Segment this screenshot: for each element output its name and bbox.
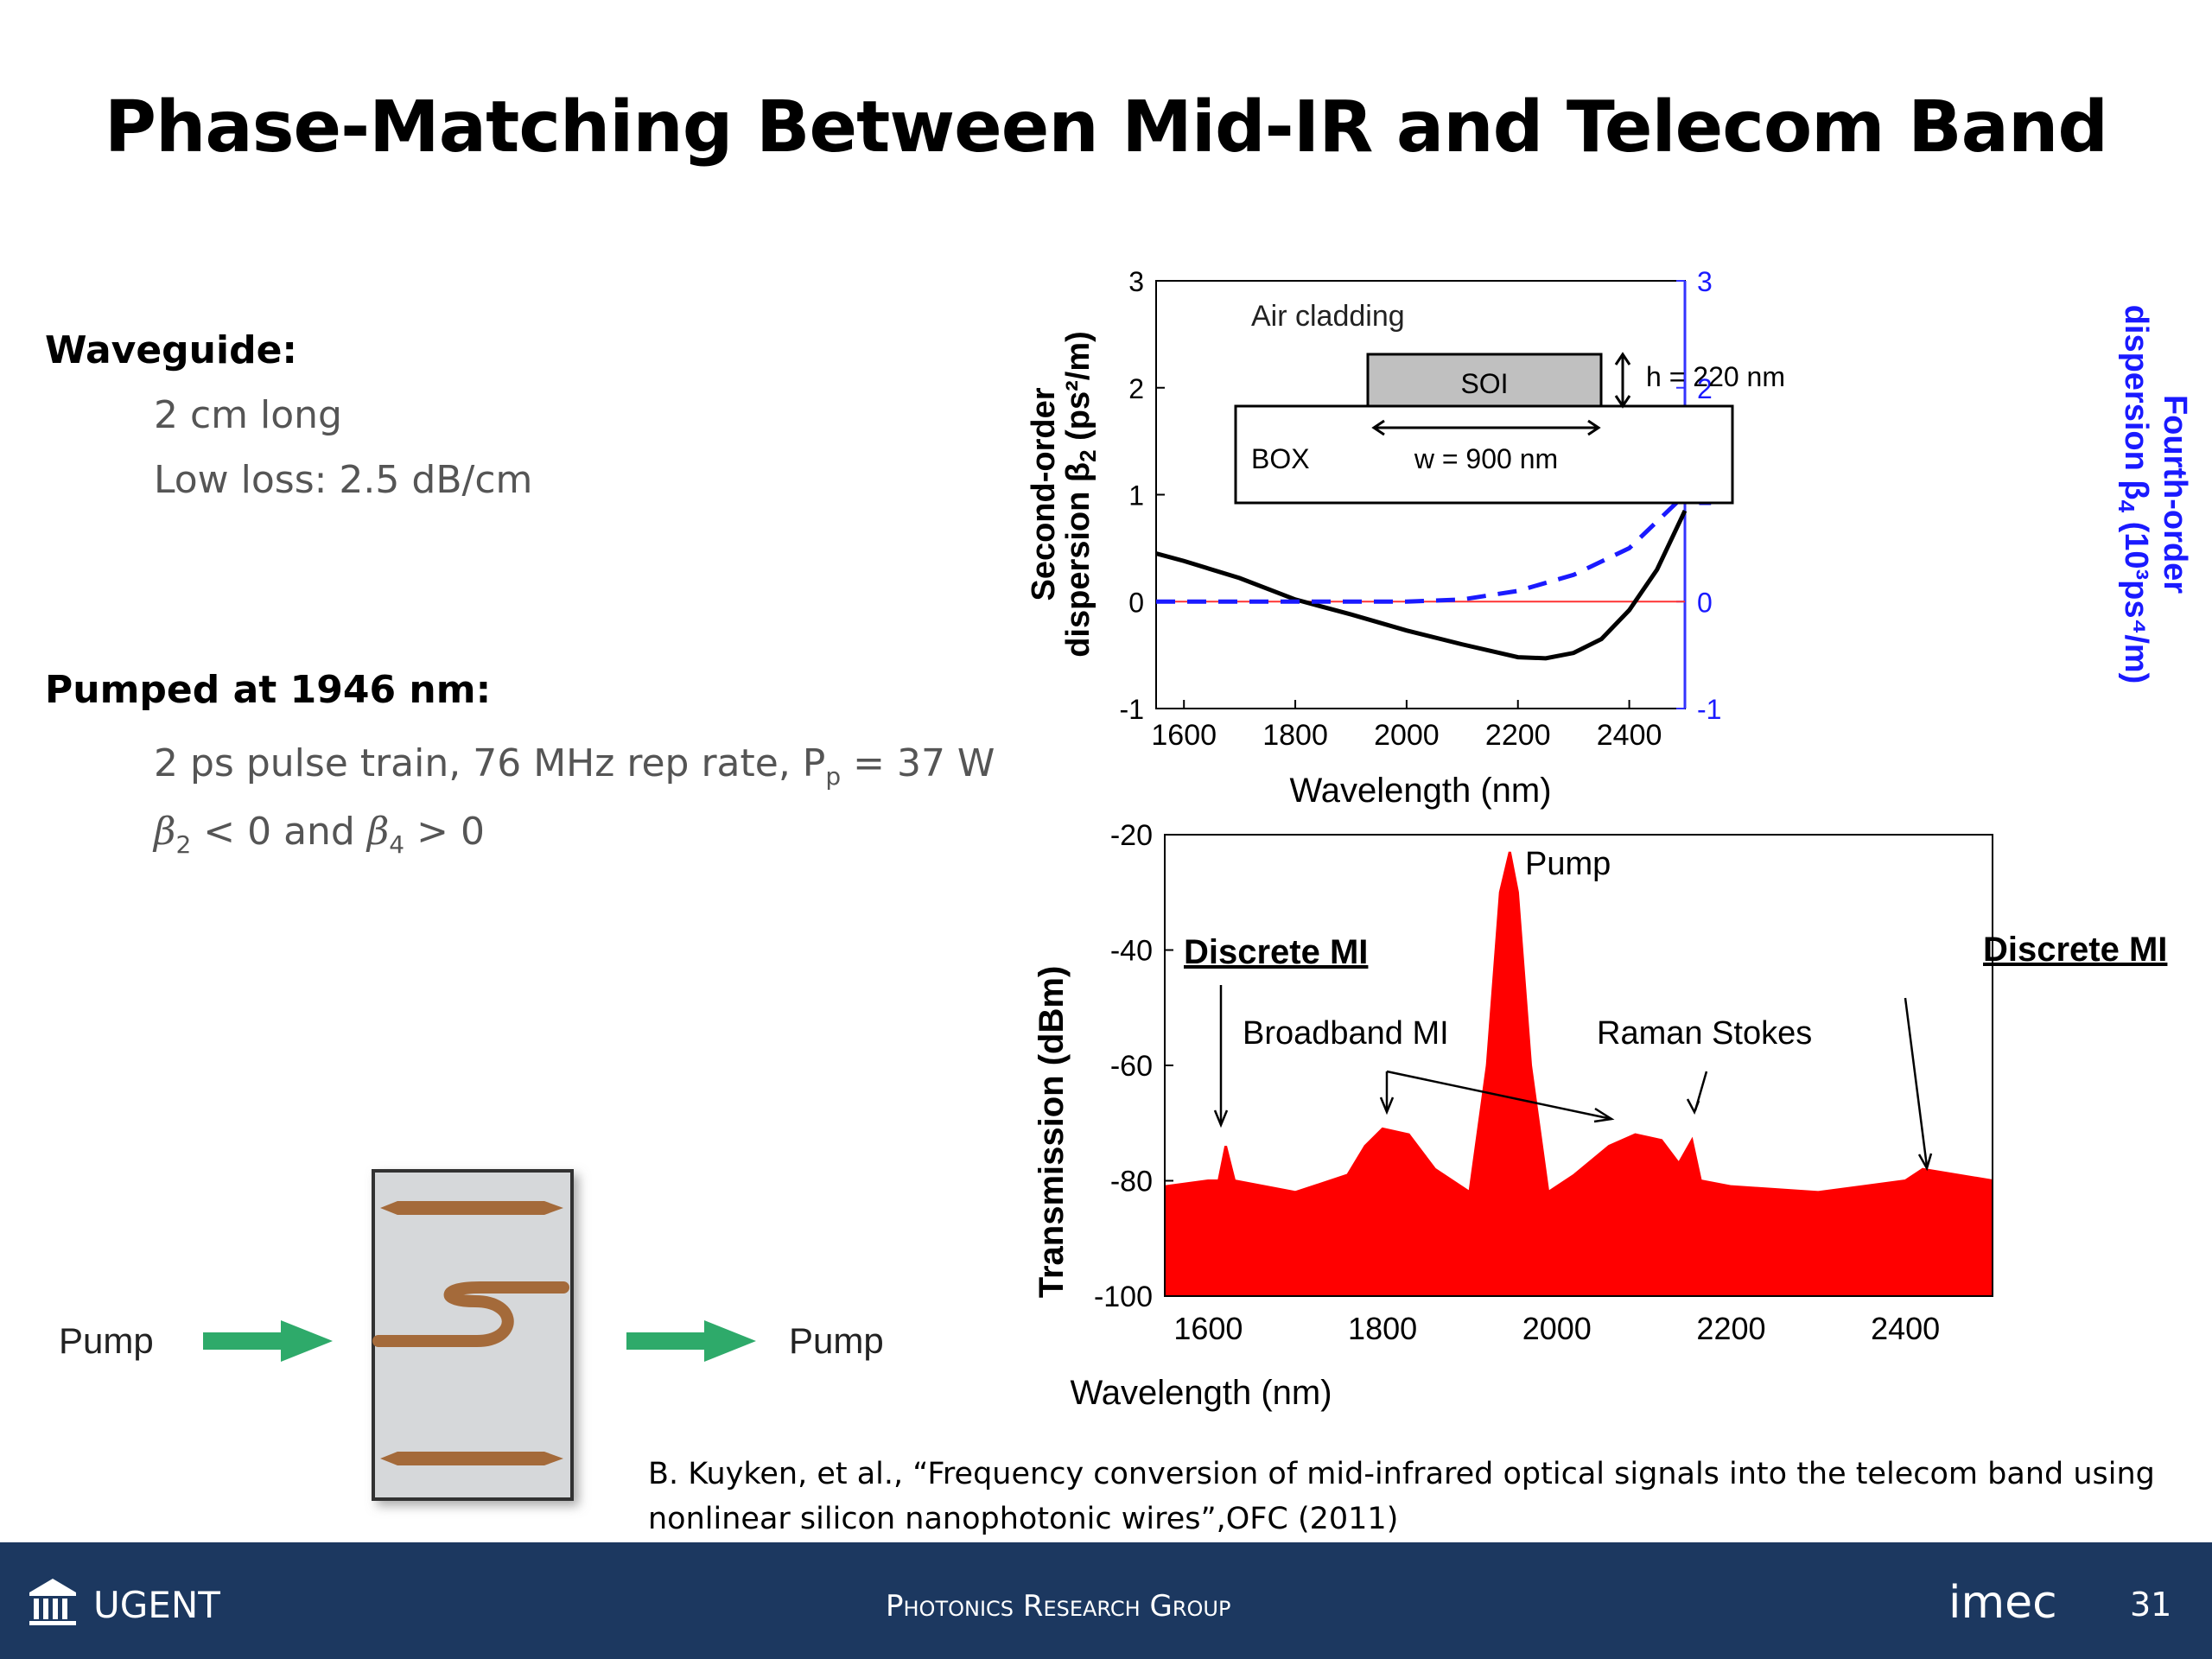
- plot-frame: [1164, 834, 1993, 1297]
- citation-line2: nonlinear silicon nanophotonic wires”,OF…: [648, 1502, 1399, 1536]
- annotation-raman: Raman Stokes: [1597, 1015, 1812, 1052]
- x-tick-label: 2200: [1485, 719, 1551, 752]
- footer-imec-logo: imec: [1948, 1577, 2057, 1629]
- y-tick-label: -1: [1120, 694, 1144, 725]
- annotation-discrete-left: Discrete MI: [1184, 933, 1368, 971]
- dispersion-condition: β2 < 0 and β4 > 0: [154, 810, 485, 859]
- y-tick-label: -80: [1110, 1166, 1153, 1198]
- waveguide-heading: Waveguide:: [45, 328, 298, 372]
- pumped-heading: Pumped at 1946 nm:: [45, 668, 492, 712]
- y-tick-label: -100: [1094, 1281, 1153, 1313]
- y2-tick-label: 2: [1697, 373, 1713, 404]
- inset-air-cladding: Air cladding: [1251, 300, 1405, 333]
- y2-axis-title-line1: Fourth-order: [2157, 395, 2193, 594]
- x-axis-title: Wavelength (nm): [1289, 772, 1551, 810]
- citation-line1: B. Kuyken, et al., “Frequency conversion…: [648, 1457, 2155, 1491]
- arrow-in-icon: [203, 1320, 333, 1362]
- y-tick-label: 2: [1128, 373, 1144, 404]
- y2-axis-title-line2: dispersion β4 (10³ps⁴/m): [2113, 305, 2154, 684]
- inset-height: h = 220 nm: [1646, 361, 1785, 392]
- y2-tick-label: 0: [1697, 587, 1713, 618]
- footer-university: UGENT: [93, 1584, 220, 1626]
- x-tick-label: 1600: [1173, 1311, 1243, 1346]
- pump-spec: 2 ps pulse train, 76 MHz rep rate, Pp = …: [154, 741, 995, 791]
- y-axis-title-line2: dispersion β2 (ps²/m): [1060, 331, 1101, 658]
- footer-page-number: 31: [2130, 1586, 2172, 1624]
- ugent-logo-icon: [29, 1579, 76, 1625]
- y2-tick-label: 3: [1697, 266, 1713, 297]
- x-tick-label: 2000: [1374, 719, 1440, 752]
- waveguide-top: [380, 1201, 563, 1215]
- annotation-discrete-right: Discrete MI: [1983, 931, 2167, 969]
- beta2-curve: [1155, 509, 1688, 661]
- y-tick-label: 0: [1128, 587, 1144, 618]
- inset-width: w = 900 nm: [1414, 443, 1558, 474]
- arrow-out-icon: [626, 1320, 756, 1362]
- x-tick-label: 1800: [1262, 719, 1328, 752]
- waveguide-diagram: Pump Pump: [59, 1169, 884, 1501]
- x-tick-label: 1600: [1151, 719, 1217, 752]
- y-tick-label: -60: [1110, 1050, 1153, 1083]
- inset-box: [1234, 404, 1734, 505]
- y-axis-title: Transmission (dBm): [1033, 966, 1071, 1299]
- annotation-pump: Pump: [1525, 846, 1611, 882]
- spectrum-area: [1165, 852, 1993, 1296]
- x-tick-label: 2400: [1871, 1311, 1940, 1346]
- waveguide-bottom: [380, 1452, 563, 1465]
- footer-bar: UGENT Photonics Research Group imec 31: [0, 1542, 2212, 1659]
- spectrum-curve: [1164, 851, 1993, 1195]
- x-tick-label: 1800: [1348, 1311, 1417, 1346]
- beta4-curve: [1156, 493, 1687, 604]
- slide-title: Phase-Matching Between Mid-IR and Teleco…: [104, 86, 2108, 168]
- inset-soi: [1366, 353, 1603, 408]
- inset-soi-label: SOI: [1460, 368, 1508, 399]
- pump-out-label: Pump: [789, 1320, 884, 1361]
- waveguide-loss: Low loss: 2.5 dB/cm: [154, 458, 533, 502]
- waveguide-length: 2 cm long: [154, 393, 342, 437]
- citation: B. Kuyken, et al., “Frequency conversion…: [648, 1452, 2186, 1541]
- y-tick-label: 1: [1128, 480, 1144, 512]
- annotation-broadband: Broadband MI: [1243, 1015, 1449, 1052]
- x-tick-label: 2400: [1597, 719, 1662, 752]
- x-tick-label: 2200: [1696, 1311, 1765, 1346]
- transmission-chart: 1600 1800 2000 2200 2400 -20 -40 -60 -80 -100 Pum…: [1033, 819, 2167, 1412]
- footer-group: Photonics Research Group: [886, 1589, 1231, 1624]
- inset-box-label: BOX: [1251, 443, 1310, 474]
- x-tick-label: 2000: [1522, 1311, 1592, 1346]
- y-axis-title-line1: Second-order: [1026, 387, 1062, 601]
- y-tick-label: 3: [1128, 266, 1144, 297]
- y-tick-label: -40: [1110, 935, 1153, 968]
- x-axis-title: Wavelength (nm): [1070, 1374, 1332, 1412]
- y-tick-label: -20: [1110, 819, 1153, 852]
- waveguide-bend: [372, 1281, 569, 1347]
- pump-in-label: Pump: [59, 1320, 154, 1361]
- annotation-arrows: [1213, 985, 1933, 1172]
- y2-tick-label: -1: [1697, 694, 1721, 725]
